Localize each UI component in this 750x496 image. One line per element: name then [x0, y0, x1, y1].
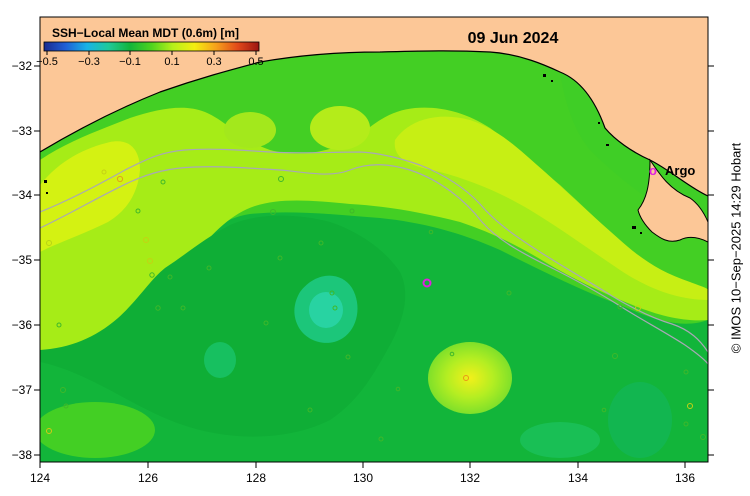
y-tick-label: −34: [12, 188, 33, 202]
colorbar-tick: 0.5: [248, 56, 263, 68]
argo-key-label: Argo: [665, 163, 695, 178]
peninsula: [637, 158, 708, 243]
float-markers: [46, 169, 706, 442]
x-tick-label: 132: [460, 471, 480, 485]
argo-float-marker[interactable]: [422, 278, 432, 288]
coastline: [40, 50, 708, 197]
colorbar-gradient: [43, 41, 260, 52]
plot-frame: [39, 16, 709, 463]
x-tick-label: 124: [30, 471, 50, 485]
map-field: [40, 17, 708, 462]
x-tick-label: 126: [138, 471, 158, 485]
y-tick-label: −37: [12, 383, 33, 397]
axis-ticks: [34, 65, 714, 468]
credit-text: © IMOS 10−Sep−2025 14:29 Hobart: [728, 142, 744, 354]
field-shelf: [40, 107, 708, 350]
colorbar-tick: −0.1: [119, 56, 141, 68]
field-shelf-core-east: [394, 116, 708, 300]
field-patch: [40, 402, 155, 458]
cool-eddy: [204, 342, 236, 378]
colorbar-tick: −0.3: [78, 56, 100, 68]
y-tick-label: −35: [12, 253, 33, 267]
y-tick-label: −38: [12, 448, 33, 462]
warm-eddy: [428, 342, 512, 414]
x-tick-labels: 124 126 128 130 132 134 136: [30, 471, 695, 485]
map-date: 09 Jun 2024: [468, 30, 559, 47]
y-tick-label: −32: [12, 59, 33, 73]
y-tick-labels: −32 −33 −34 −35 −36 −37 −38: [12, 59, 33, 462]
cool-eddy: [608, 382, 672, 458]
field-southwest: [40, 215, 406, 437]
colorbar-tick: 0.1: [164, 56, 179, 68]
cold-eddy-core: [309, 292, 343, 328]
colorbar-tick: −0.5: [36, 56, 58, 68]
x-tick-label: 130: [353, 471, 373, 485]
colorbar: SSH−Local Mean MDT (0.6m) [m] −0.5 −0.3 …: [36, 26, 264, 68]
field-patch: [310, 106, 370, 150]
argo-key-symbol: o: [649, 163, 657, 178]
bathy-contour-2: [40, 164, 708, 365]
colorbar-title: SSH−Local Mean MDT (0.6m) [m]: [52, 26, 239, 40]
bathy-contour-1: [40, 148, 708, 353]
cool-eddy: [520, 422, 600, 458]
x-tick-label: 136: [675, 471, 695, 485]
x-tick-label: 128: [246, 471, 266, 485]
y-tick-label: −33: [12, 124, 33, 138]
field-shelf-core: [40, 141, 140, 252]
argo-key: o Argo: [649, 163, 695, 178]
colorbar-tick: 0.3: [206, 56, 221, 68]
y-tick-label: −36: [12, 318, 33, 332]
field-patch: [224, 112, 276, 148]
x-tick-label: 134: [568, 471, 588, 485]
